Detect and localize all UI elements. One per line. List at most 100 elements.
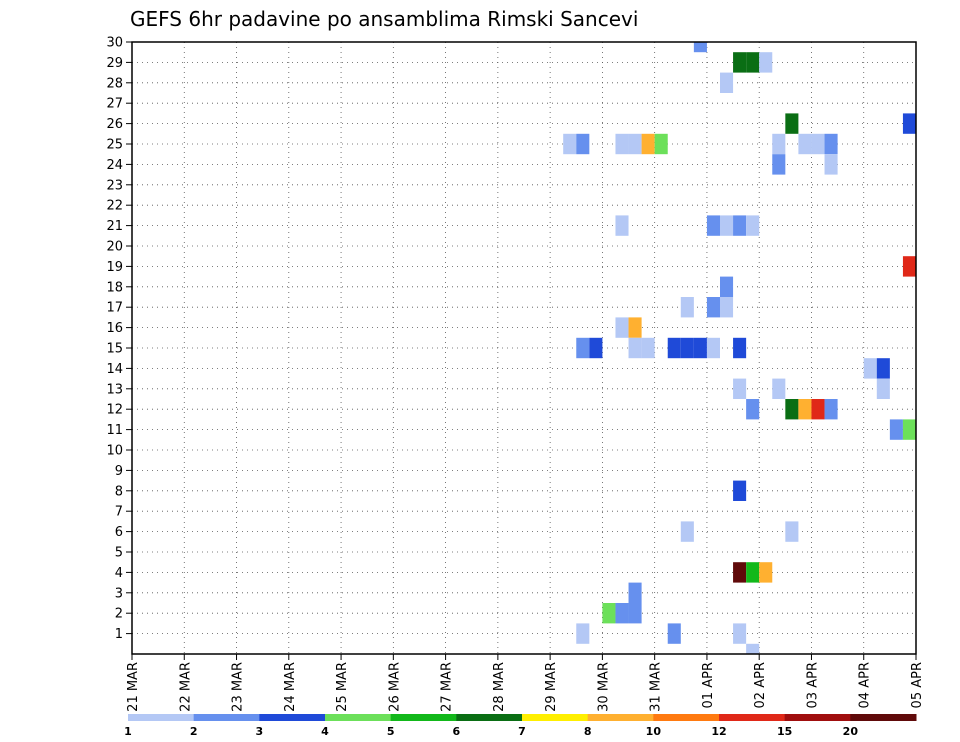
colorbar-label: 4	[321, 725, 329, 738]
y-tick-label: 17	[106, 301, 123, 316]
colorbar-segment	[850, 714, 917, 721]
x-tick-label: 26 MAR	[387, 662, 402, 712]
x-tick-label: 28 MAR	[492, 662, 507, 712]
y-tick-label: 8	[115, 484, 123, 499]
precip-cell	[824, 154, 838, 175]
precip-cell	[680, 297, 694, 318]
y-tick-label: 28	[106, 76, 123, 91]
precip-cell	[628, 317, 642, 338]
precip-cell	[746, 399, 760, 420]
colorbar-segment	[193, 714, 260, 721]
colorbar-segment	[587, 714, 654, 721]
precip-cell	[811, 399, 825, 420]
precip-cell	[759, 52, 773, 73]
precip-cell	[798, 399, 812, 420]
precip-cell	[772, 133, 786, 155]
precip-cell	[706, 337, 720, 359]
precip-cell	[902, 419, 916, 440]
colorbar-label: 20	[843, 725, 859, 738]
precip-cell	[628, 603, 642, 624]
y-tick-label: 14	[106, 362, 123, 377]
colorbar-label: 15	[777, 725, 792, 738]
precip-cell	[746, 643, 760, 654]
precip-cell	[733, 562, 747, 583]
precip-cell	[785, 113, 799, 134]
precip-cell	[746, 52, 760, 73]
y-tick-label: 22	[106, 199, 123, 214]
y-tick-label: 4	[115, 566, 123, 581]
colorbar-label: 1	[124, 725, 132, 738]
x-tick-label: 01 APR	[701, 662, 716, 708]
y-tick-label: 27	[106, 97, 123, 112]
colorbar: 1 2 3 4 5 6 7 8 10 12 15 20	[124, 714, 917, 738]
y-tick-label: 26	[106, 117, 123, 132]
precip-cell	[785, 399, 799, 420]
precip-cell	[889, 419, 903, 440]
precip-cell	[733, 337, 747, 359]
colorbar-label: 7	[518, 725, 526, 738]
precip-cell	[667, 623, 681, 644]
x-tick-label: 27 MAR	[440, 662, 455, 712]
precip-cell	[876, 378, 890, 399]
precip-cell	[693, 337, 707, 359]
y-tick-label: 13	[106, 382, 123, 397]
x-tick-label: 29 MAR	[544, 662, 559, 712]
precip-cell	[824, 133, 838, 155]
precip-cell	[680, 337, 694, 359]
colorbar-label: 3	[256, 725, 264, 738]
colorbar-label: 12	[711, 725, 726, 738]
precip-cell	[746, 215, 760, 236]
precip-cell	[667, 337, 681, 359]
colorbar-segment	[259, 714, 326, 721]
x-tick-label: 21 MAR	[126, 662, 141, 712]
y-tick-label: 20	[106, 240, 123, 255]
y-tick-label: 19	[106, 260, 123, 275]
y-tick-label: 24	[106, 158, 123, 173]
precip-cell	[772, 154, 786, 175]
x-tick-label: 22 MAR	[178, 662, 193, 712]
y-tick-label: 6	[115, 525, 123, 540]
y-tick-label: 12	[106, 403, 123, 418]
precip-cell	[759, 562, 773, 583]
x-tick-label: 03 APR	[805, 662, 820, 708]
precip-cell	[720, 72, 734, 93]
precip-cell	[785, 521, 799, 542]
chart-title: GEFS 6hr padavine po ansamblima Rimski S…	[130, 7, 638, 31]
precip-cell	[589, 337, 603, 359]
y-tick-label: 7	[115, 505, 123, 520]
precip-cell	[615, 603, 629, 624]
y-axis-ticks: 1234567891011121314151617181920212223242…	[106, 36, 132, 642]
colorbar-label: 10	[646, 725, 662, 738]
precip-cell	[746, 562, 760, 583]
precip-cell	[733, 52, 747, 73]
precip-cell	[902, 113, 916, 134]
precip-cell	[628, 133, 642, 155]
colorbar-segment	[325, 714, 392, 721]
precip-cell	[811, 133, 825, 155]
precip-cell	[733, 623, 747, 644]
precip-cell	[641, 133, 655, 155]
y-tick-label: 3	[115, 586, 123, 601]
precip-cell	[876, 358, 890, 379]
precip-cell	[720, 276, 734, 297]
x-tick-label: 02 APR	[753, 662, 768, 708]
precip-cell	[863, 358, 877, 379]
y-tick-label: 2	[115, 607, 123, 622]
precip-cell	[641, 337, 655, 359]
precip-cell	[615, 317, 629, 338]
precipitation-cells	[563, 42, 916, 654]
y-tick-label: 29	[106, 56, 123, 71]
x-tick-label: 05 APR	[910, 662, 925, 708]
precip-cell	[615, 215, 629, 236]
colorbar-label: 6	[453, 725, 461, 738]
x-tick-label: 30 MAR	[596, 662, 611, 712]
precip-cell	[654, 133, 668, 155]
colorbar-segment	[390, 714, 457, 721]
colorbar-segment	[128, 714, 195, 721]
precip-cell	[680, 521, 694, 542]
colorbar-label: 5	[387, 725, 395, 738]
precip-cell	[576, 133, 590, 155]
y-tick-label: 16	[106, 321, 123, 336]
y-tick-label: 9	[115, 464, 123, 479]
